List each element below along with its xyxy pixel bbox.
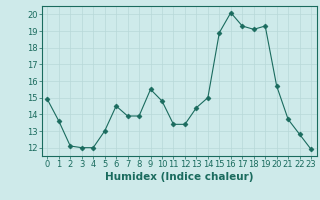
- X-axis label: Humidex (Indice chaleur): Humidex (Indice chaleur): [105, 172, 253, 182]
